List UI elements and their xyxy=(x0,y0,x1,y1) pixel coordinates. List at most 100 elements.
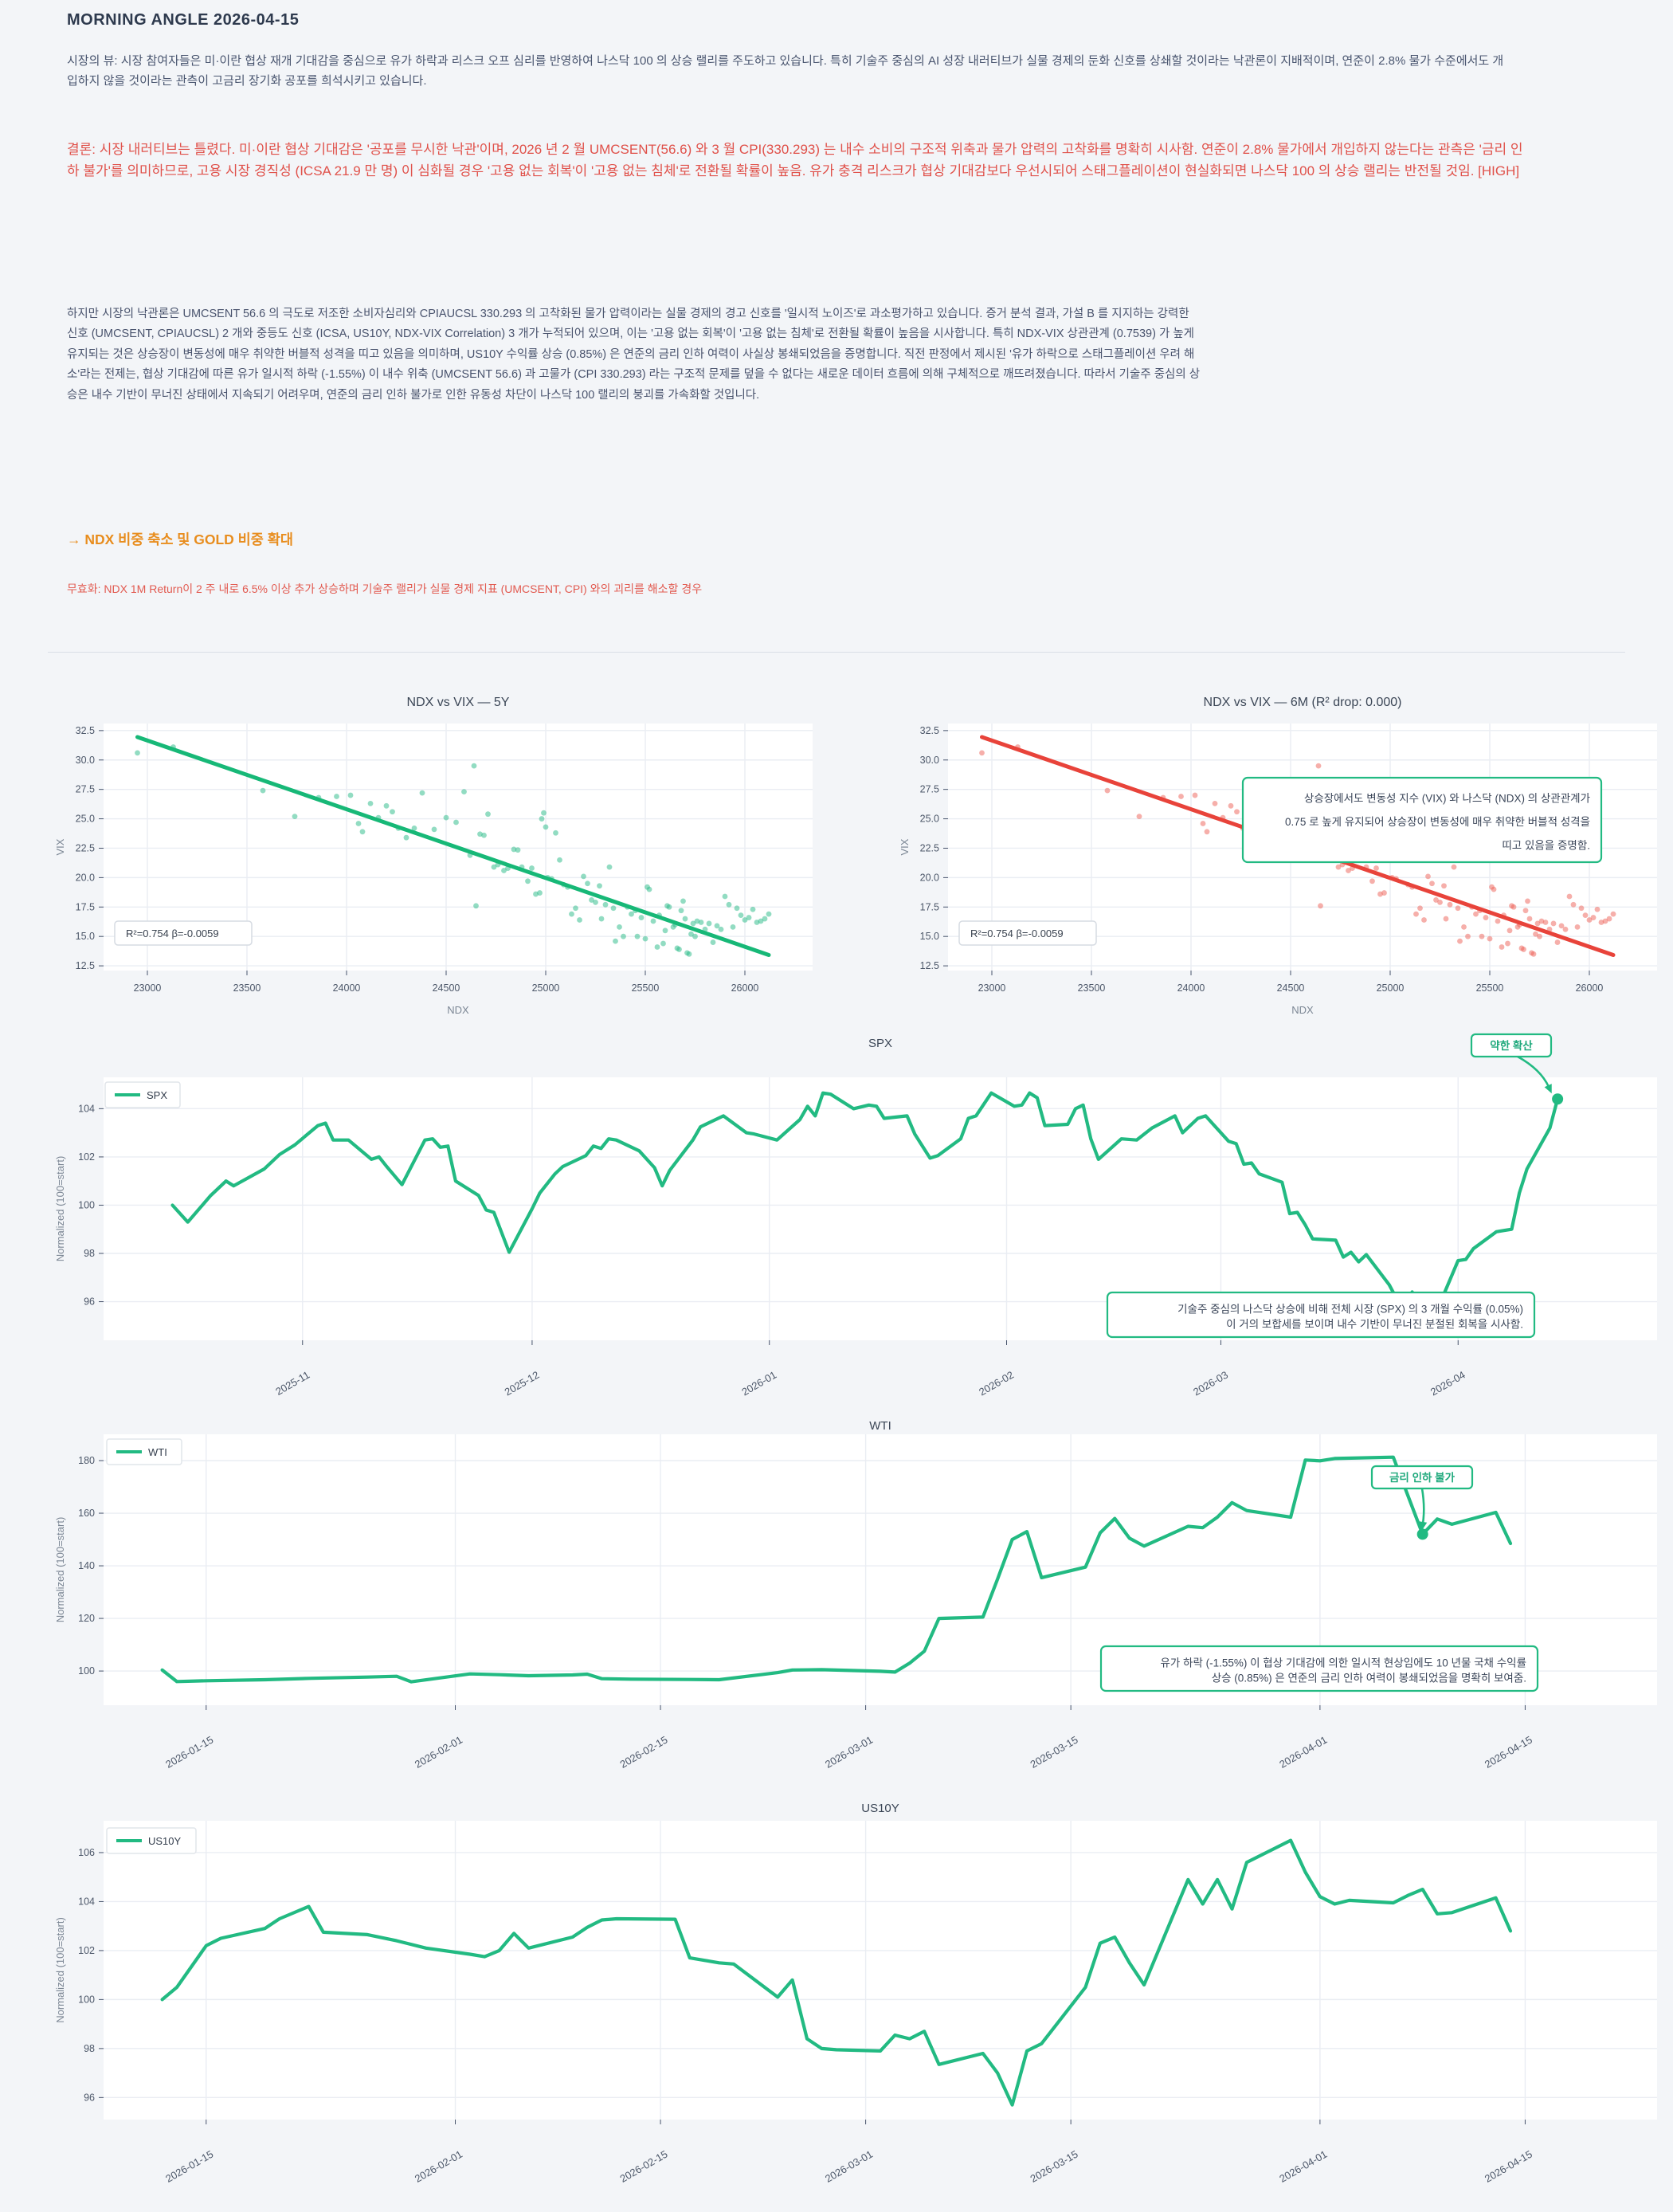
svg-text:24500: 24500 xyxy=(433,982,460,994)
svg-text:NDX vs VIX — 5Y: NDX vs VIX — 5Y xyxy=(407,696,510,709)
svg-text:160: 160 xyxy=(78,1508,95,1519)
svg-text:2026-01-15: 2026-01-15 xyxy=(163,2148,215,2185)
svg-text:유가 하락 (-1.55%) 이 협상 기대감에 의한 일시: 유가 하락 (-1.55%) 이 협상 기대감에 의한 일시적 현상임에도 10… xyxy=(1160,1657,1526,1669)
svg-text:25500: 25500 xyxy=(1476,982,1504,994)
analysis-paragraph: 하지만 시장의 낙관론은 UMCSENT 56.6 의 극도로 저조한 소비자심… xyxy=(67,308,1201,402)
svg-text:이 거의 보합세를 보이며 내수 기반이 무너진 분절된 회: 이 거의 보합세를 보이며 내수 기반이 무너진 분절된 회복을 시사함. xyxy=(1226,1319,1523,1331)
svg-text:약한 확산: 약한 확산 xyxy=(1490,1039,1533,1052)
svg-text:24000: 24000 xyxy=(333,982,361,994)
svg-text:NDX: NDX xyxy=(1291,1004,1314,1016)
page-title: MORNING ANGLE 2026-04-15 xyxy=(67,11,300,29)
svg-text:102: 102 xyxy=(78,1151,95,1163)
svg-text:2026-04-01: 2026-04-01 xyxy=(1277,2148,1329,2185)
svg-text:98: 98 xyxy=(84,1248,95,1259)
svg-text:27.5: 27.5 xyxy=(920,784,939,795)
svg-text:Normalized (100=start): Normalized (100=start) xyxy=(54,1517,66,1623)
svg-text:2026-03-01: 2026-03-01 xyxy=(823,1734,875,1771)
svg-text:22.5: 22.5 xyxy=(920,842,939,853)
svg-text:2025-11: 2025-11 xyxy=(273,1369,311,1398)
svg-text:32.5: 32.5 xyxy=(920,725,939,736)
svg-text:R²=0.754 β=-0.0059: R²=0.754 β=-0.0059 xyxy=(970,928,1064,939)
svg-text:104: 104 xyxy=(78,1103,95,1114)
svg-text:24000: 24000 xyxy=(1177,982,1205,994)
svg-text:US10Y: US10Y xyxy=(148,1835,182,1847)
svg-text:2026-04: 2026-04 xyxy=(1428,1369,1467,1398)
svg-text:140: 140 xyxy=(78,1560,95,1571)
svg-text:2025-12: 2025-12 xyxy=(503,1369,542,1398)
svg-text:기술주 중심의 나스닥 상승에 비해 전체 시장 (SPX): 기술주 중심의 나스닥 상승에 비해 전체 시장 (SPX) 의 3 개월 수익… xyxy=(1177,1304,1523,1316)
svg-text:상승 (0.85%) 은 연준의 금리 인하 여력이 봉쇄되: 상승 (0.85%) 은 연준의 금리 인하 여력이 봉쇄되었음을 명확히 보여… xyxy=(1212,1673,1526,1684)
svg-text:26000: 26000 xyxy=(1576,982,1604,994)
svg-text:17.5: 17.5 xyxy=(920,901,939,912)
svg-text:22.5: 22.5 xyxy=(76,842,95,853)
svg-text:96: 96 xyxy=(84,2092,95,2103)
svg-text:100: 100 xyxy=(78,1994,95,2005)
svg-text:25000: 25000 xyxy=(1377,982,1405,994)
svg-text:23000: 23000 xyxy=(978,982,1006,994)
svg-text:WTI: WTI xyxy=(869,1419,891,1433)
svg-text:15.0: 15.0 xyxy=(920,931,939,942)
svg-text:WTI: WTI xyxy=(148,1446,167,1458)
svg-text:띠고 있음을 증명함.: 띠고 있음을 증명함. xyxy=(1502,839,1590,851)
svg-text:15.0: 15.0 xyxy=(76,931,95,942)
svg-text:25000: 25000 xyxy=(532,982,560,994)
svg-text:27.5: 27.5 xyxy=(76,784,95,795)
svg-text:2026-02-01: 2026-02-01 xyxy=(413,1734,464,1771)
svg-text:2026-03-01: 2026-03-01 xyxy=(823,2148,875,2185)
svg-text:2026-02: 2026-02 xyxy=(977,1369,1016,1398)
svg-text:2026-03: 2026-03 xyxy=(1191,1369,1230,1398)
svg-text:100: 100 xyxy=(78,1199,95,1210)
section-divider xyxy=(48,652,1625,653)
svg-text:2026-01: 2026-01 xyxy=(739,1369,778,1398)
conclusion-paragraph: 결론: 시장 내러티브는 틀렸다. 미·이란 협상 기대감은 '공포를 무시한 … xyxy=(67,142,1523,178)
svg-text:2026-03-15: 2026-03-15 xyxy=(1028,2148,1080,2185)
chart-spx: 2025-11 2025-12 2026-01 2026-02 2026-03 2026-… xyxy=(48,1028,1669,1414)
chart-ndx-vix-5y: 23000 23500 24000 24500 25000 25500 26000 12.5 1… xyxy=(48,685,829,1024)
svg-text:2026-03-15: 2026-03-15 xyxy=(1028,1734,1080,1771)
svg-text:20.0: 20.0 xyxy=(920,872,939,883)
svg-text:0.75 로 높게 유지되어 상승장이 변동성에 매우 취약: 0.75 로 높게 유지되어 상승장이 변동성에 매우 취약한 버블적 성격을 xyxy=(1285,816,1590,828)
svg-text:VIX: VIX xyxy=(899,838,911,855)
chart-us10y: 2026-01-15 2026-02-01 2026-02-15 2026-03-01… xyxy=(48,1793,1669,2212)
svg-text:120: 120 xyxy=(78,1613,95,1624)
svg-text:17.5: 17.5 xyxy=(76,901,95,912)
svg-text:20.0: 20.0 xyxy=(76,872,95,883)
invalidation-line: 무효화: NDX 1M Return이 2 주 내로 6.5% 이상 추가 상승… xyxy=(67,582,703,595)
action-line: → NDX 비중 축소 및 GOLD 비중 확대 xyxy=(67,531,293,547)
svg-text:SPX: SPX xyxy=(868,1037,892,1050)
svg-text:금리 인하 불가: 금리 인하 불가 xyxy=(1389,1471,1456,1484)
svg-text:2026-02-15: 2026-02-15 xyxy=(617,2148,669,2185)
svg-text:24500: 24500 xyxy=(1277,982,1305,994)
svg-text:2026-02-01: 2026-02-01 xyxy=(413,2148,464,2185)
svg-text:23500: 23500 xyxy=(1078,982,1106,994)
svg-text:98: 98 xyxy=(84,2043,95,2054)
market-view-paragraph: 시장의 뷰: 시장 참여자들은 미·이란 협상 재개 기대감을 중심으로 유가 … xyxy=(67,54,1504,88)
svg-text:SPX: SPX xyxy=(147,1089,167,1101)
svg-text:25.0: 25.0 xyxy=(920,814,939,825)
svg-text:2026-01-15: 2026-01-15 xyxy=(163,1734,215,1771)
svg-text:2026-02-15: 2026-02-15 xyxy=(617,1734,669,1771)
svg-text:23000: 23000 xyxy=(134,982,162,994)
svg-text:12.5: 12.5 xyxy=(76,960,95,971)
svg-text:상승장에서도 변동성 지수 (VIX) 와 나스닥 (NDX: 상승장에서도 변동성 지수 (VIX) 와 나스닥 (NDX) 의 상관관계가 xyxy=(1304,793,1590,805)
chart-ndx-vix-6m: 23000 23500 24000 24500 25000 25500 26000 12.5 1… xyxy=(892,685,1673,1024)
svg-text:2026-04-15: 2026-04-15 xyxy=(1483,1734,1534,1771)
svg-text:NDX: NDX xyxy=(447,1004,469,1016)
svg-text:Normalized (100=start): Normalized (100=start) xyxy=(54,1917,66,2023)
svg-text:12.5: 12.5 xyxy=(920,960,939,971)
svg-text:26000: 26000 xyxy=(731,982,759,994)
svg-text:23500: 23500 xyxy=(233,982,261,994)
svg-text:102: 102 xyxy=(78,1945,95,1956)
svg-text:104: 104 xyxy=(78,1896,95,1907)
svg-text:2026-04-01: 2026-04-01 xyxy=(1277,1734,1329,1771)
svg-text:25500: 25500 xyxy=(632,982,660,994)
svg-text:100: 100 xyxy=(78,1665,95,1677)
svg-text:180: 180 xyxy=(78,1455,95,1466)
svg-text:VIX: VIX xyxy=(54,838,66,855)
svg-text:30.0: 30.0 xyxy=(920,755,939,766)
chart-wti: 2026-01-15 2026-02-01 2026-02-15 2026-03-01… xyxy=(48,1410,1669,1797)
svg-text:32.5: 32.5 xyxy=(76,725,95,736)
svg-text:25.0: 25.0 xyxy=(76,814,95,825)
svg-text:R²=0.754 β=-0.0059: R²=0.754 β=-0.0059 xyxy=(126,928,219,939)
svg-text:Normalized (100=start): Normalized (100=start) xyxy=(54,1156,66,1262)
